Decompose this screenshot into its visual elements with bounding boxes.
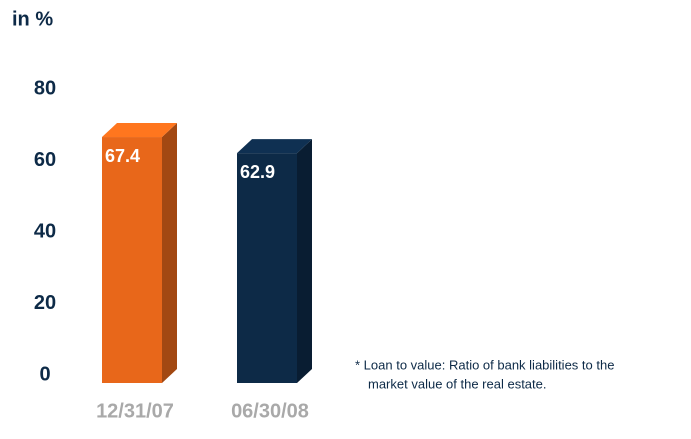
bar	[102, 137, 162, 383]
bar-top	[102, 123, 177, 138]
y-tick-label: 0	[39, 363, 50, 385]
bar-side	[162, 123, 177, 384]
value-label: 67.4	[105, 146, 140, 166]
y-tick-label: 60	[34, 149, 56, 171]
footnote: * Loan to value: Ratio of bank liabiliti…	[355, 357, 614, 372]
value-label: 62.9	[240, 162, 275, 182]
bar-top	[237, 139, 312, 154]
bar	[237, 153, 297, 383]
y-tick-label: 40	[34, 220, 56, 242]
footnote: market value of the real estate.	[368, 376, 546, 391]
x-tick-label: 12/31/07	[96, 400, 174, 422]
y-tick-label: 20	[34, 292, 56, 314]
y-tick-label: 80	[34, 77, 56, 99]
x-tick-label: 06/30/08	[231, 400, 309, 422]
bar-side	[297, 139, 312, 383]
chart-title: in %	[12, 8, 53, 30]
